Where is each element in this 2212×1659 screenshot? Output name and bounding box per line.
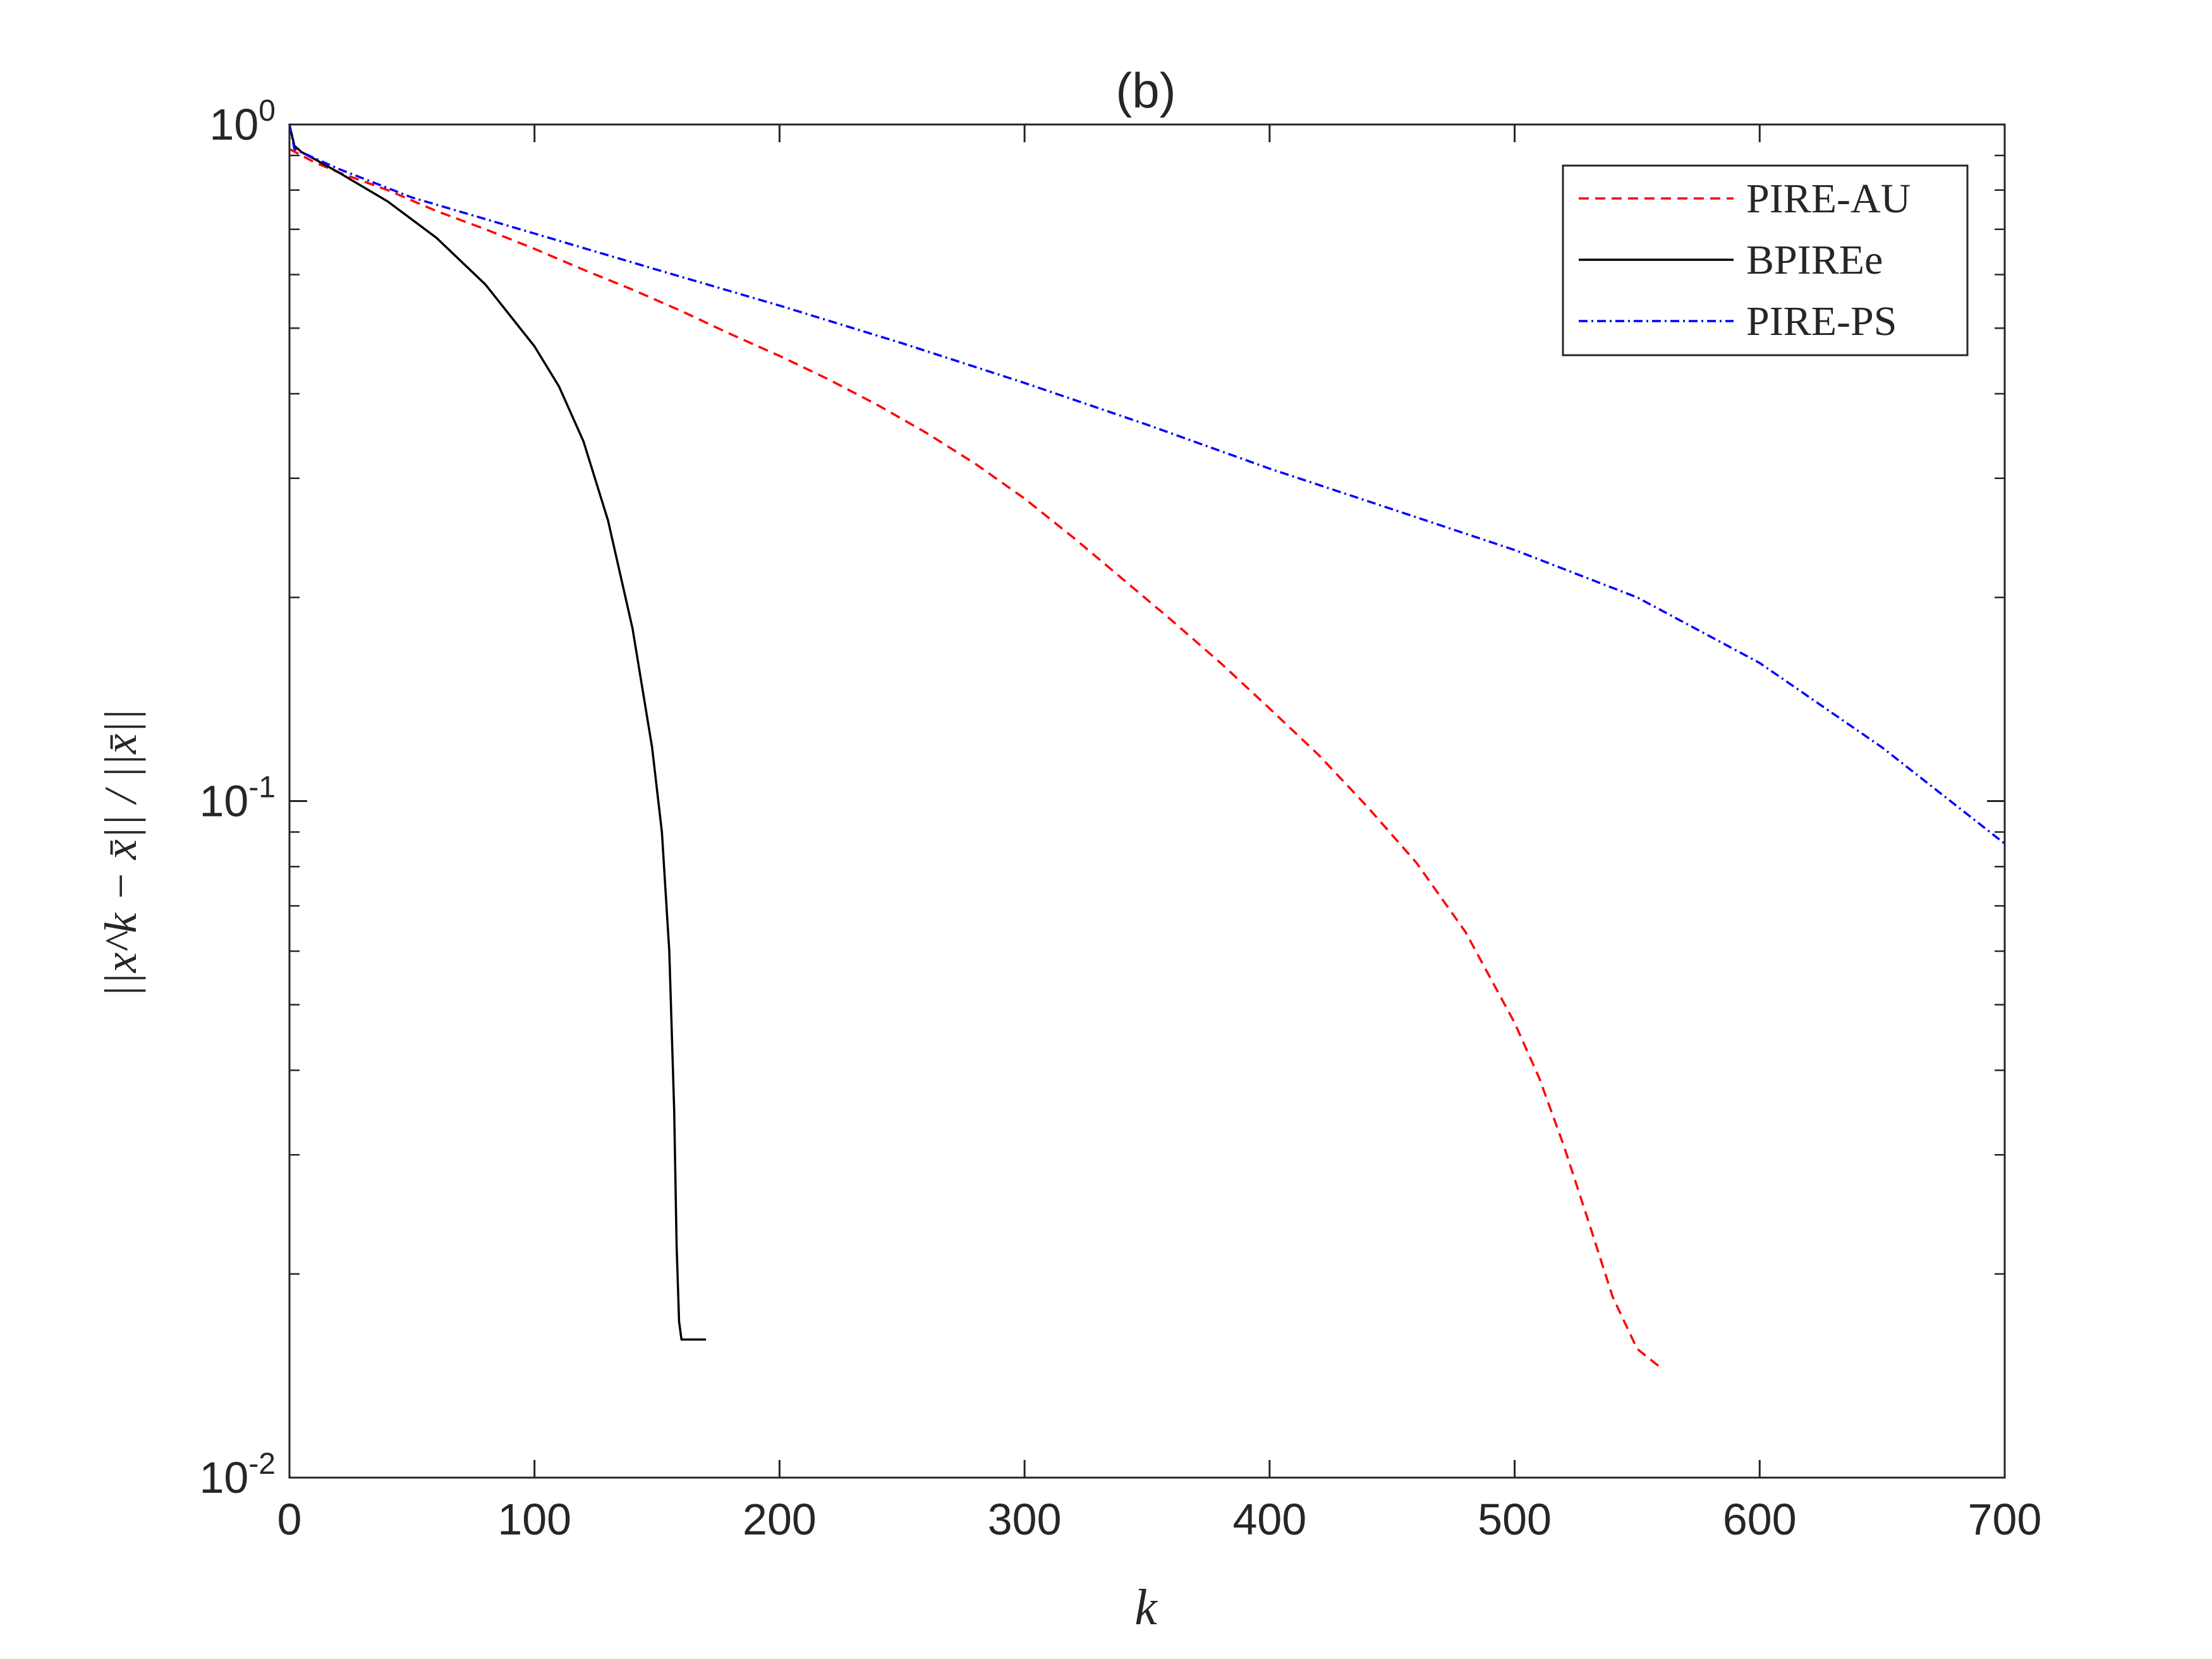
legend-label: PIRE-AU <box>1746 176 1911 222</box>
y-tick-label: 10-2 <box>199 1447 276 1502</box>
axes: 0 100 200 300 400 500 600 700 100 10-1 10-2 <box>199 94 2041 1544</box>
plot-area <box>288 124 2006 1370</box>
x-tick-label: 600 <box>1723 1495 1797 1544</box>
x-tick-label: 500 <box>1478 1495 1552 1544</box>
x-tick-label: 200 <box>743 1495 817 1544</box>
y-axis-label: ||x^k − x̄|| / ||x̄|| <box>95 708 146 997</box>
chart-title: (b) <box>1115 63 1176 118</box>
x-tick-label: 100 <box>497 1495 571 1544</box>
legend: PIRE-AU BPIREe PIRE-PS <box>1562 164 1969 356</box>
x-axis-label: k <box>1134 1580 1158 1636</box>
y-tick-label: 10-1 <box>199 771 276 826</box>
y-tick-label: 100 <box>209 94 276 149</box>
series-line-pire-ps <box>288 124 2006 845</box>
series-line-bpiree <box>288 124 707 1341</box>
legend-label: PIRE-PS <box>1746 298 1897 344</box>
x-tick-label: 300 <box>988 1495 1062 1544</box>
series-line-pire-au <box>289 148 1663 1370</box>
x-tick-label: 400 <box>1232 1495 1306 1544</box>
legend-label: BPIREe <box>1746 237 1883 283</box>
x-tick-label: 700 <box>1968 1495 2042 1544</box>
x-tick-label: 0 <box>277 1495 302 1544</box>
